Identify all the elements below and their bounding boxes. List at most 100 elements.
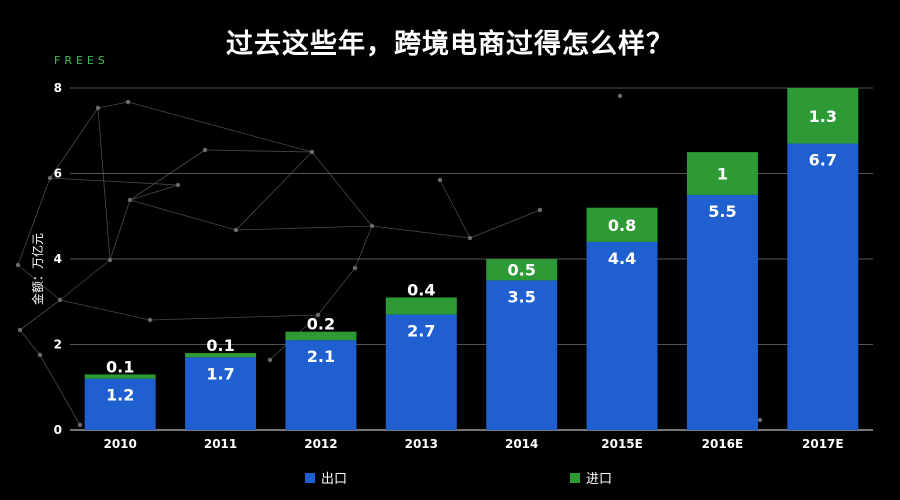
x-tick-label: 2010 xyxy=(103,437,136,451)
bar-export xyxy=(185,357,257,430)
x-tick-label: 2014 xyxy=(505,437,538,451)
data-label-export: 1.7 xyxy=(206,364,234,383)
bar-import xyxy=(486,259,558,281)
network-line xyxy=(49,177,179,186)
bar-export xyxy=(385,314,457,430)
y-tick-label: 2 xyxy=(54,338,62,352)
bar-import xyxy=(686,152,758,195)
bar-import xyxy=(787,88,859,144)
network-node xyxy=(57,297,63,303)
network-node xyxy=(437,177,443,183)
network-node xyxy=(175,182,181,188)
data-label-import: 0.8 xyxy=(608,216,636,235)
network-node xyxy=(202,147,208,153)
y-tick-label: 4 xyxy=(54,252,62,266)
bar-import xyxy=(185,353,257,358)
x-tick-label: 2015E xyxy=(601,437,643,451)
network-line xyxy=(317,267,356,316)
legend-label-export: 出口 xyxy=(321,472,348,487)
network-line xyxy=(109,199,131,261)
data-label-import: 0.1 xyxy=(106,357,134,376)
data-label-import: 0.2 xyxy=(307,315,335,334)
data-label-export: 6.7 xyxy=(809,151,837,170)
bar-import xyxy=(586,207,658,242)
network-line xyxy=(49,107,99,179)
network-line xyxy=(439,179,471,239)
data-label-import: 0.1 xyxy=(206,336,234,355)
network-line xyxy=(17,264,61,301)
data-label-export: 5.5 xyxy=(708,202,736,221)
bar-export xyxy=(285,340,357,430)
x-tick-label: 2016E xyxy=(702,437,744,451)
network-node xyxy=(352,265,358,271)
legend-item-import: 进口 xyxy=(570,468,612,487)
legend-item-export: 出口 xyxy=(305,468,347,487)
network-node xyxy=(125,99,131,105)
network-node xyxy=(15,262,21,268)
bar-import xyxy=(385,297,457,315)
network-line xyxy=(59,259,111,301)
network-line xyxy=(129,149,206,201)
data-label-export: 1.2 xyxy=(106,386,134,405)
network-node xyxy=(233,227,239,233)
network-line xyxy=(235,225,373,231)
network-node xyxy=(369,223,375,229)
network-line xyxy=(17,177,51,266)
network-node xyxy=(17,327,23,333)
chart-title: 过去这些年，跨境电商过得怎么样？ xyxy=(226,29,674,60)
network-line xyxy=(371,225,471,239)
network-node xyxy=(757,417,763,423)
network-line xyxy=(204,149,313,153)
data-label-import: 1.3 xyxy=(809,107,837,126)
network-line xyxy=(354,225,373,269)
x-tick-label: 2012 xyxy=(304,437,337,451)
bar-import xyxy=(84,374,156,379)
bar-import xyxy=(285,331,357,341)
data-label-import: 0.5 xyxy=(508,261,536,280)
bar-export xyxy=(84,378,156,430)
network-line xyxy=(97,107,111,261)
x-tick-label: 2013 xyxy=(405,437,438,451)
data-label-export: 3.5 xyxy=(508,287,536,306)
x-tick-label: 2011 xyxy=(204,437,237,451)
network-node xyxy=(467,235,473,241)
network-node xyxy=(37,352,43,358)
network-line xyxy=(149,314,319,321)
bar-export xyxy=(586,241,658,430)
network-line xyxy=(19,329,41,356)
brand-logo: FREES xyxy=(54,54,109,67)
network-line xyxy=(469,209,541,239)
data-label-export: 4.4 xyxy=(608,249,636,268)
network-line xyxy=(39,354,81,426)
network-node xyxy=(315,312,321,318)
bar-export xyxy=(486,280,558,430)
x-tick-label: 2017E xyxy=(802,437,844,451)
network-node xyxy=(267,357,273,363)
bar-export xyxy=(686,194,758,430)
network-line xyxy=(129,184,179,201)
network-node xyxy=(47,175,53,181)
network-line xyxy=(127,101,313,153)
network-node xyxy=(147,317,153,323)
y-axis-label: 金额：万亿元 xyxy=(30,233,45,305)
data-label-export: 2.1 xyxy=(307,347,335,366)
network-node xyxy=(127,197,133,203)
data-label-import: 0.4 xyxy=(407,280,435,299)
network-node xyxy=(309,149,315,155)
network-node xyxy=(95,105,101,111)
network-line xyxy=(59,299,151,321)
network-node xyxy=(537,207,543,213)
network-node xyxy=(77,422,83,428)
network-node xyxy=(617,93,623,99)
bar-export xyxy=(787,143,859,430)
y-tick-label: 8 xyxy=(54,81,62,95)
legend-swatch-export xyxy=(305,472,315,483)
network-line xyxy=(129,199,237,231)
network-line xyxy=(97,101,129,109)
legend-swatch-import xyxy=(570,472,580,483)
y-tick-label: 0 xyxy=(54,423,62,437)
data-label-export: 2.7 xyxy=(407,322,435,341)
network-line xyxy=(235,151,313,231)
legend-label-import: 进口 xyxy=(586,472,613,487)
